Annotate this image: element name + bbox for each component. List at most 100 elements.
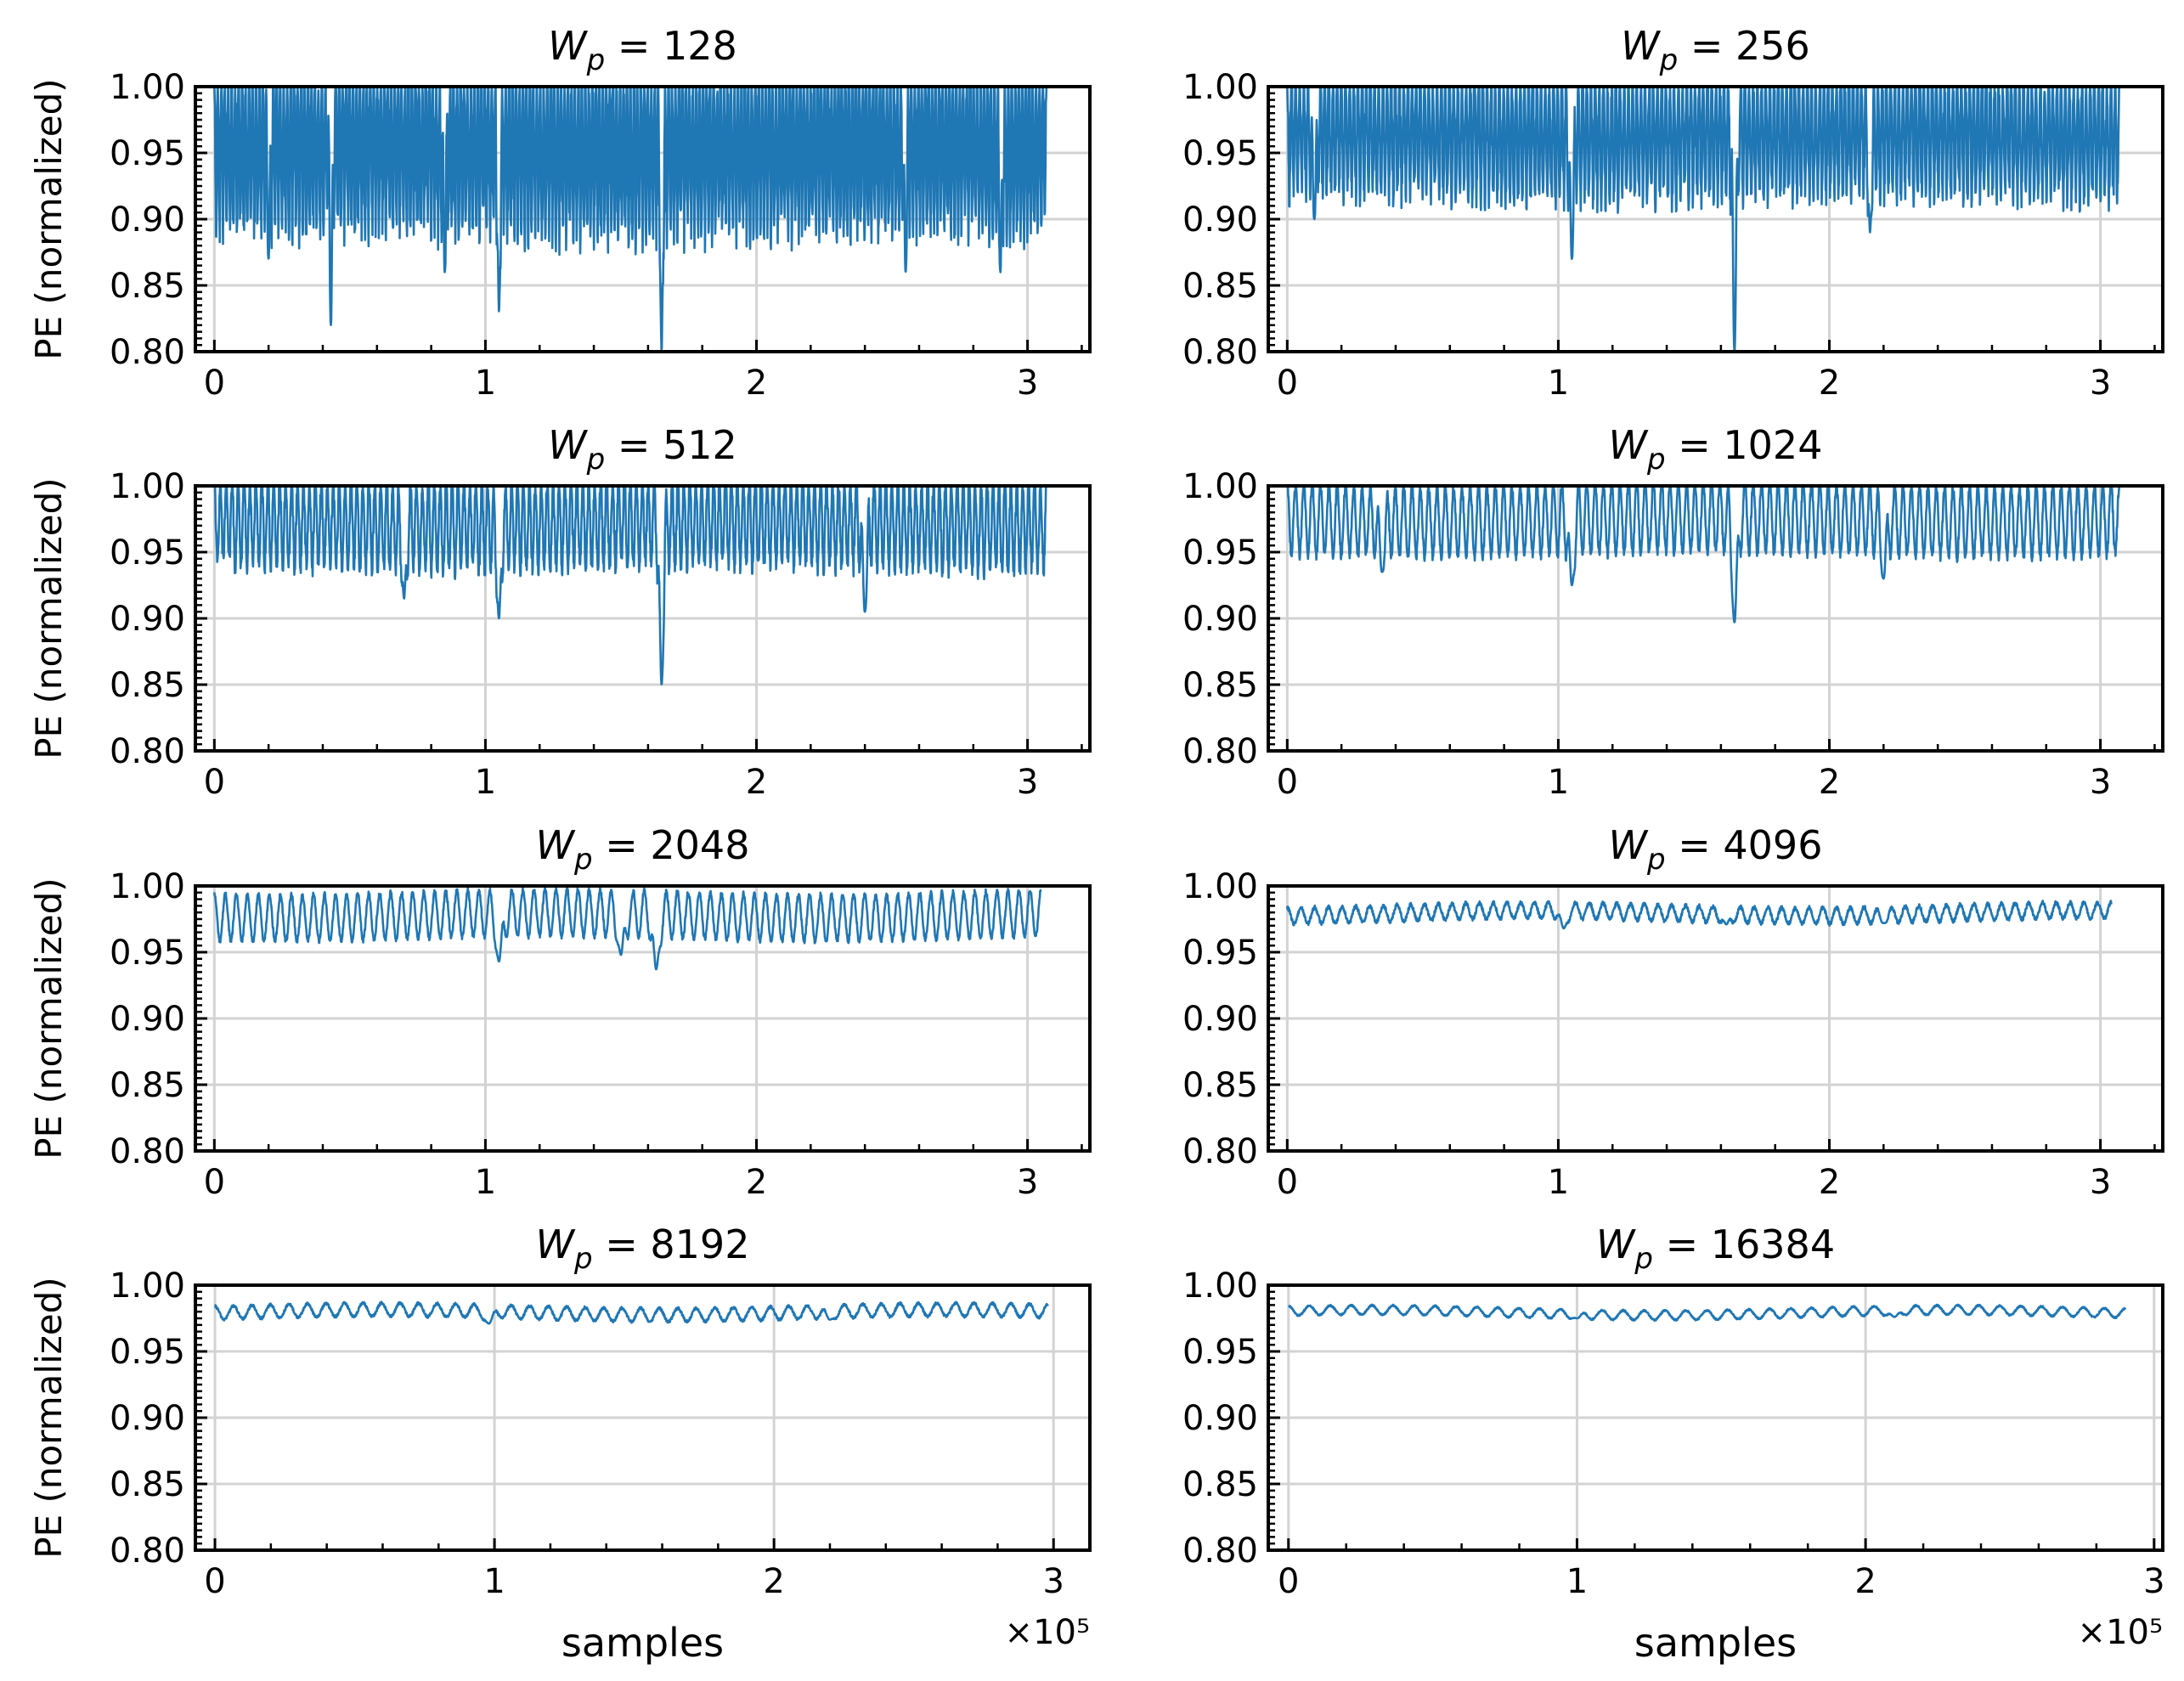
x-tick-label: 3 [1017,1163,1038,1202]
y-tick-label: 0.90 [1182,600,1258,639]
x-tick-label: 2 [1819,1163,1840,1202]
x-tick-label: 3 [1017,364,1038,403]
x-tick-label: 3 [2090,1163,2111,1202]
y-tick-label: 0.85 [1182,1465,1258,1504]
x-tick-label: 0 [1277,763,1298,802]
x-tick-label: 0 [204,763,225,802]
y-tick-label: 0.80 [110,1132,185,1171]
series-line [214,1300,1049,1325]
x-tick-label: 3 [1017,763,1038,802]
x-tick-label: 2 [746,364,767,403]
x-tick-label: 2 [763,1562,784,1601]
x-axis-label: samples [1634,1620,1797,1666]
y-tick-label: 0.90 [1182,1000,1258,1039]
x-axis-label: samples [562,1620,724,1666]
y-tick-label: 0.85 [1182,666,1258,705]
x-tick-label: 0 [204,364,225,403]
subplot-2: 0 1 2 3 0.80 0.85 0.90 0.95 1.00 Wp = 256 [1182,23,2164,403]
subplot-6: 0 1 2 3 0.80 0.85 0.90 0.95 1.00 Wp = 4096 [1182,822,2164,1202]
y-tick-label: 0.95 [1182,1333,1258,1372]
y-tick-label: 1.00 [110,68,185,107]
y-tick-label: 0.95 [1182,934,1258,973]
subplot-title: Wp = 16384 [1596,1221,1835,1276]
y-tick-label: 0.80 [1182,1132,1258,1171]
y-tick-label: 0.90 [110,1000,185,1039]
y-tick-label: 0.95 [110,1333,185,1372]
series-line [1286,87,2120,352]
y-tick-label: 0.85 [110,666,185,705]
y-tick-label: 0.85 [110,267,185,306]
y-tick-label: 0.80 [110,1532,185,1571]
x-tick-label: 1 [475,1163,496,1202]
subplot-3: 0 1 2 3 0.80 0.85 0.90 0.95 1.00 Wp = 512 PE (norm… [28,422,1092,802]
subplot-4: 0 1 2 3 0.80 0.85 0.90 0.95 1.00 Wp = 1024 [1182,422,2164,802]
y-tick-label: 0.85 [1182,267,1258,306]
y-tick-label: 0.95 [1182,533,1258,573]
y-tick-label: 0.90 [1182,1399,1258,1438]
y-tick-label: 1.00 [1182,1266,1258,1306]
y-tick-label: 0.90 [110,600,185,639]
y-tick-label: 0.95 [110,533,185,573]
y-tick-label: 0.85 [110,1066,185,1105]
y-tick-label: 0.95 [110,934,185,973]
x-tick-label: 0 [204,1163,225,1202]
x-tick-label: 3 [2143,1562,2164,1601]
y-tick-label: 0.90 [110,1399,185,1438]
y-tick-label: 1.00 [1182,467,1258,506]
series-line [1286,486,2121,623]
x-tick-label: 1 [1566,1562,1588,1601]
subplot-8: 0 1 2 3 0.80 0.85 0.90 0.95 1.00 Wp = 16384 sample… [1182,1221,2165,1666]
x-tick-label: 3 [1042,1562,1064,1601]
x-tick-label: 2 [746,1163,767,1202]
x-tick-label: 0 [1277,1163,1298,1202]
y-tick-label: 0.80 [110,732,185,771]
y-tick-label: 0.80 [1182,1532,1258,1571]
x-tick-label: 1 [475,364,496,403]
y-axis-label: PE (normalized) [28,78,70,359]
x-offset-label: ×10⁵ [2078,1613,2163,1652]
series-line [213,886,1042,971]
x-tick-label: 1 [1548,763,1569,802]
x-tick-label: 0 [1278,1562,1299,1601]
x-tick-label: 1 [1548,364,1569,403]
x-tick-label: 2 [746,763,767,802]
series-line [213,486,1047,685]
y-tick-label: 1.00 [110,867,185,906]
y-tick-label: 1.00 [1182,68,1258,107]
subplot-7: 0 1 2 3 0.80 0.85 0.90 0.95 1.00 Wp = 8192 PE (nor… [28,1221,1092,1666]
x-tick-label: 1 [483,1562,505,1601]
series-line [213,87,1048,352]
subplot-title: Wp = 2048 [536,822,750,877]
y-axis-label: PE (normalized) [28,877,70,1159]
x-tick-label: 3 [2090,364,2111,403]
y-tick-label: 0.90 [110,200,185,240]
y-tick-label: 0.85 [1182,1066,1258,1105]
subplot-title: Wp = 1024 [1609,422,1823,477]
x-tick-label: 2 [1819,763,1840,802]
series-line [1287,1303,2127,1323]
x-tick-label: 2 [1819,364,1840,403]
x-tick-label: 3 [2090,763,2111,802]
subplot-5: 0 1 2 3 0.80 0.85 0.90 0.95 1.00 Wp = 2048 PE (nor… [28,822,1092,1202]
subplot-title: Wp = 512 [548,422,737,477]
y-tick-label: 1.00 [110,1266,185,1306]
x-tick-label: 0 [204,1562,225,1601]
x-tick-label: 0 [1277,364,1298,403]
x-tick-label: 1 [1548,1163,1569,1202]
y-tick-label: 0.80 [1182,333,1258,372]
subplot-1: 0 1 2 3 0.80 0.85 0.90 0.95 1.00 Wp = 128 PE (norm… [28,23,1092,403]
y-tick-label: 1.00 [1182,867,1258,906]
y-tick-label: 0.95 [1182,134,1258,173]
y-tick-label: 0.90 [1182,200,1258,240]
subplot-title: Wp = 128 [548,23,737,77]
x-tick-label: 2 [1854,1562,1876,1601]
subplot-title: Wp = 8192 [536,1221,750,1276]
y-axis-label: PE (normalized) [28,477,70,759]
y-tick-label: 1.00 [110,467,185,506]
y-tick-label: 0.95 [110,134,185,173]
y-tick-label: 0.80 [1182,732,1258,771]
subplot-title: Wp = 4096 [1609,822,1823,877]
y-axis-label: PE (normalized) [28,1277,70,1558]
x-offset-label: ×10⁵ [1005,1613,1090,1652]
